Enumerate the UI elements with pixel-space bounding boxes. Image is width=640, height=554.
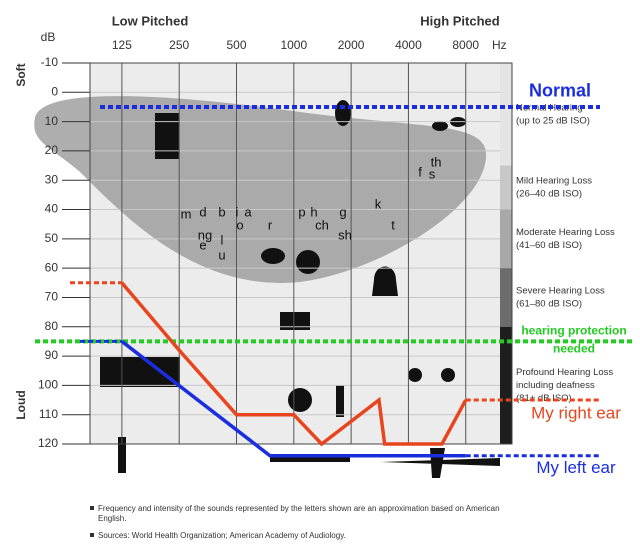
x-tick-label: 2000 — [338, 38, 365, 52]
speech-letter: g — [339, 204, 346, 219]
x-tick-label: 1000 — [280, 38, 307, 52]
reference-label: Normal — [529, 81, 591, 101]
speech-letter: u — [218, 247, 225, 262]
speech-letter: k — [375, 196, 382, 211]
singer-icon — [336, 385, 344, 417]
speech-letter: t — [391, 217, 395, 232]
speech-letter: ng — [198, 227, 212, 242]
reference-label: needed — [553, 342, 595, 356]
motorcycle-icon — [441, 368, 455, 382]
x-tick-label: 4000 — [395, 38, 422, 52]
bullet — [90, 533, 94, 537]
speech-letter: h — [310, 204, 317, 219]
y-tick-label: 40 — [45, 202, 59, 216]
zone-bar — [500, 326, 512, 444]
y-tick-label: 110 — [39, 407, 58, 421]
drums-icon — [288, 388, 312, 412]
y-tick-label: 50 — [45, 231, 59, 245]
y-tick-label: 10 — [45, 114, 59, 128]
speech-letter: a — [244, 204, 252, 219]
y-tick-label: 60 — [45, 260, 59, 274]
zone-label: Moderate Hearing Loss — [516, 227, 615, 238]
zone-bar — [500, 63, 512, 166]
speech-letter: s — [429, 166, 436, 181]
soft-label: Soft — [14, 63, 28, 86]
low-pitched-label: Low Pitched — [112, 13, 189, 28]
x-tick-label: 500 — [226, 38, 246, 52]
zone-label: (61–80 dB ISO) — [516, 298, 582, 309]
speech-letter: sh — [338, 227, 352, 242]
plane-icon — [380, 448, 500, 478]
zone-bar — [500, 209, 512, 269]
zone-label: (41–60 dB ISO) — [516, 240, 582, 251]
y-tick-label: 30 — [45, 172, 59, 186]
speech-letter: ch — [315, 217, 329, 232]
head-icon — [296, 250, 320, 274]
speech-letter: m — [181, 206, 192, 221]
zone-label: Profound Hearing Loss — [516, 367, 613, 378]
zone-label: Mild Hearing Loss — [516, 176, 592, 187]
zone-label: Severe Hearing Loss — [516, 285, 605, 296]
y-unit: dB — [41, 30, 56, 44]
worker-icon — [118, 437, 126, 473]
series-line — [120, 281, 468, 447]
x-tick-label: 8000 — [452, 38, 479, 52]
y-tick-label: 120 — [38, 436, 58, 450]
bird-icon — [432, 121, 448, 131]
piano-icon — [280, 312, 310, 330]
loud-label: Loud — [14, 390, 28, 419]
speech-letter: d — [199, 204, 206, 219]
motorcycle-icon — [408, 368, 422, 382]
truck-icon — [100, 357, 180, 387]
reference-label: hearing protection — [521, 324, 626, 338]
dog-icon — [261, 248, 285, 264]
speech-letter: f — [418, 164, 422, 179]
zone-label: (up to 25 dB ISO) — [516, 115, 590, 126]
x-tick-label: 125 — [112, 38, 132, 52]
footnote: Frequency and intensity of the sounds re… — [98, 504, 500, 523]
footnote-line: English. — [98, 514, 126, 523]
speech-banana — [34, 96, 487, 283]
y-tick-label: 90 — [45, 348, 59, 362]
y-tick-label: 80 — [45, 319, 59, 333]
y-tick-label: 0 — [51, 84, 58, 98]
speech-letter: r — [268, 217, 273, 232]
y-tick-label: -10 — [41, 55, 59, 69]
series-line — [120, 340, 466, 458]
speech-letter: i — [236, 204, 239, 219]
footnote: Sources: World Health Organization; Amer… — [98, 531, 346, 540]
speech-letter: p — [298, 204, 305, 219]
series-label: My right ear — [531, 404, 621, 423]
zone-label: (26–40 dB ISO) — [516, 189, 582, 200]
y-tick-label: 100 — [38, 378, 58, 392]
vacuum-icon — [372, 266, 398, 296]
zone-label: including deafness — [516, 380, 595, 391]
footnote-line: Frequency and intensity of the sounds re… — [98, 504, 500, 513]
speech-letter: e — [199, 237, 206, 252]
y-tick-label: 70 — [45, 290, 59, 304]
fridge-icon — [155, 113, 179, 159]
zone-bar — [500, 165, 512, 210]
x-unit: Hz — [492, 38, 507, 52]
speech-letter: o — [236, 217, 243, 232]
plot-frame — [89, 62, 513, 445]
zone-bar — [500, 268, 512, 327]
leaves-icon — [335, 100, 351, 126]
speech-letter: th — [431, 154, 442, 169]
bullet — [90, 506, 94, 510]
speech-letter: b — [218, 204, 225, 219]
x-tick-label: 250 — [169, 38, 189, 52]
zone-label: (81+ dB ISO) — [516, 393, 572, 404]
series-label: My left ear — [536, 458, 616, 477]
y-tick-label: 20 — [45, 143, 59, 157]
high-pitched-label: High Pitched — [420, 13, 500, 28]
speech-letter: l — [221, 232, 224, 247]
gun-icon — [270, 457, 350, 462]
